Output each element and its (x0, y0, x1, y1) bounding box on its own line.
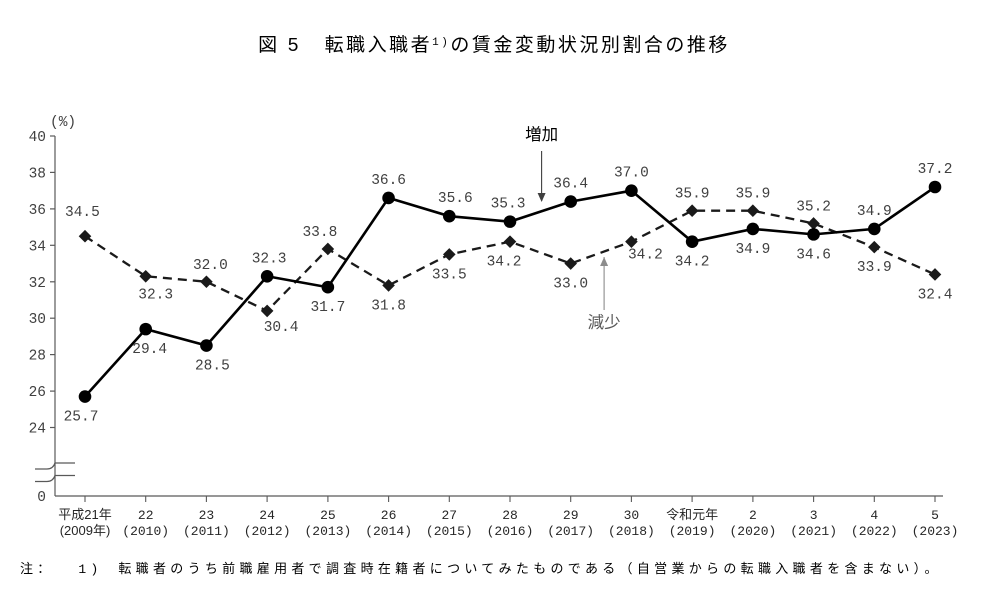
svg-text:29: 29 (563, 508, 579, 523)
svg-text:32.3: 32.3 (138, 287, 173, 303)
svg-text:34.9: 34.9 (735, 242, 770, 258)
svg-text:0: 0 (37, 490, 46, 506)
svg-text:34.5: 34.5 (65, 205, 100, 221)
svg-text:32: 32 (29, 276, 46, 292)
svg-text:平成21年: 平成21年 (58, 507, 111, 522)
svg-text:35.9: 35.9 (675, 187, 710, 203)
svg-text:34.2: 34.2 (628, 248, 663, 264)
svg-text:(2013): (2013) (304, 524, 351, 539)
svg-text:37.0: 37.0 (614, 166, 649, 182)
svg-text:(2011): (2011) (183, 524, 230, 539)
svg-text:(2015): (2015) (426, 524, 473, 539)
svg-text:(2020): (2020) (729, 524, 776, 539)
svg-text:増加: 増加 (525, 125, 558, 144)
svg-text:25: 25 (320, 508, 336, 523)
svg-text:(%): (%) (50, 115, 76, 131)
svg-text:(2019): (2019) (669, 524, 716, 539)
svg-text:28: 28 (502, 508, 518, 523)
svg-text:31.7: 31.7 (310, 300, 345, 316)
svg-text:24: 24 (29, 422, 46, 438)
svg-text:34.2: 34.2 (675, 255, 710, 271)
svg-text:令和元年: 令和元年 (666, 507, 718, 522)
svg-text:32.4: 32.4 (918, 288, 953, 304)
svg-text:29.4: 29.4 (132, 342, 167, 358)
svg-text:32.0: 32.0 (193, 258, 228, 274)
svg-text:(2016): (2016) (487, 524, 534, 539)
svg-text:34.2: 34.2 (487, 255, 522, 271)
svg-text:37.2: 37.2 (918, 162, 953, 178)
svg-text:5: 5 (931, 508, 939, 523)
svg-text:26: 26 (29, 385, 46, 401)
svg-text:33.9: 33.9 (857, 260, 892, 276)
svg-text:33.0: 33.0 (553, 277, 588, 293)
svg-text:36.4: 36.4 (553, 177, 588, 193)
svg-text:28: 28 (29, 349, 46, 365)
svg-text:25.7: 25.7 (64, 410, 99, 426)
svg-text:(2010): (2010) (122, 524, 169, 539)
svg-text:35.9: 35.9 (735, 187, 770, 203)
svg-text:(2021): (2021) (790, 524, 837, 539)
svg-text:減少: 減少 (588, 313, 621, 332)
svg-text:36: 36 (29, 203, 46, 219)
svg-text:28.5: 28.5 (195, 359, 230, 375)
svg-text:38: 38 (29, 166, 46, 182)
svg-text:(2018): (2018) (608, 524, 655, 539)
svg-text:30: 30 (29, 312, 46, 328)
svg-text:35.2: 35.2 (796, 199, 831, 215)
svg-text:(2022): (2022) (851, 524, 898, 539)
svg-text:27: 27 (441, 508, 457, 523)
svg-text:4: 4 (870, 508, 878, 523)
svg-text:26: 26 (381, 508, 397, 523)
svg-text:23: 23 (199, 508, 215, 523)
svg-text:34: 34 (29, 239, 46, 255)
svg-text:34.9: 34.9 (857, 204, 892, 220)
svg-text:(2014): (2014) (365, 524, 412, 539)
svg-text:35.3: 35.3 (491, 197, 526, 213)
svg-text:(2023): (2023) (912, 524, 959, 539)
svg-text:34.6: 34.6 (796, 247, 831, 263)
svg-text:32.3: 32.3 (252, 251, 287, 267)
svg-text:36.6: 36.6 (371, 173, 406, 189)
svg-text:33.5: 33.5 (432, 267, 467, 283)
svg-text:30: 30 (624, 508, 640, 523)
svg-text:22: 22 (138, 508, 154, 523)
svg-text:33.8: 33.8 (302, 225, 337, 241)
svg-text:40: 40 (29, 130, 46, 146)
svg-text:(2009年): (2009年) (60, 523, 111, 538)
svg-text:2: 2 (749, 508, 757, 523)
svg-text:3: 3 (810, 508, 818, 523)
svg-text:35.6: 35.6 (438, 191, 473, 207)
svg-text:(2017): (2017) (547, 524, 594, 539)
svg-text:31.8: 31.8 (371, 298, 406, 314)
svg-text:24: 24 (259, 508, 275, 523)
svg-text:(2012): (2012) (244, 524, 291, 539)
svg-text:30.4: 30.4 (264, 320, 299, 336)
